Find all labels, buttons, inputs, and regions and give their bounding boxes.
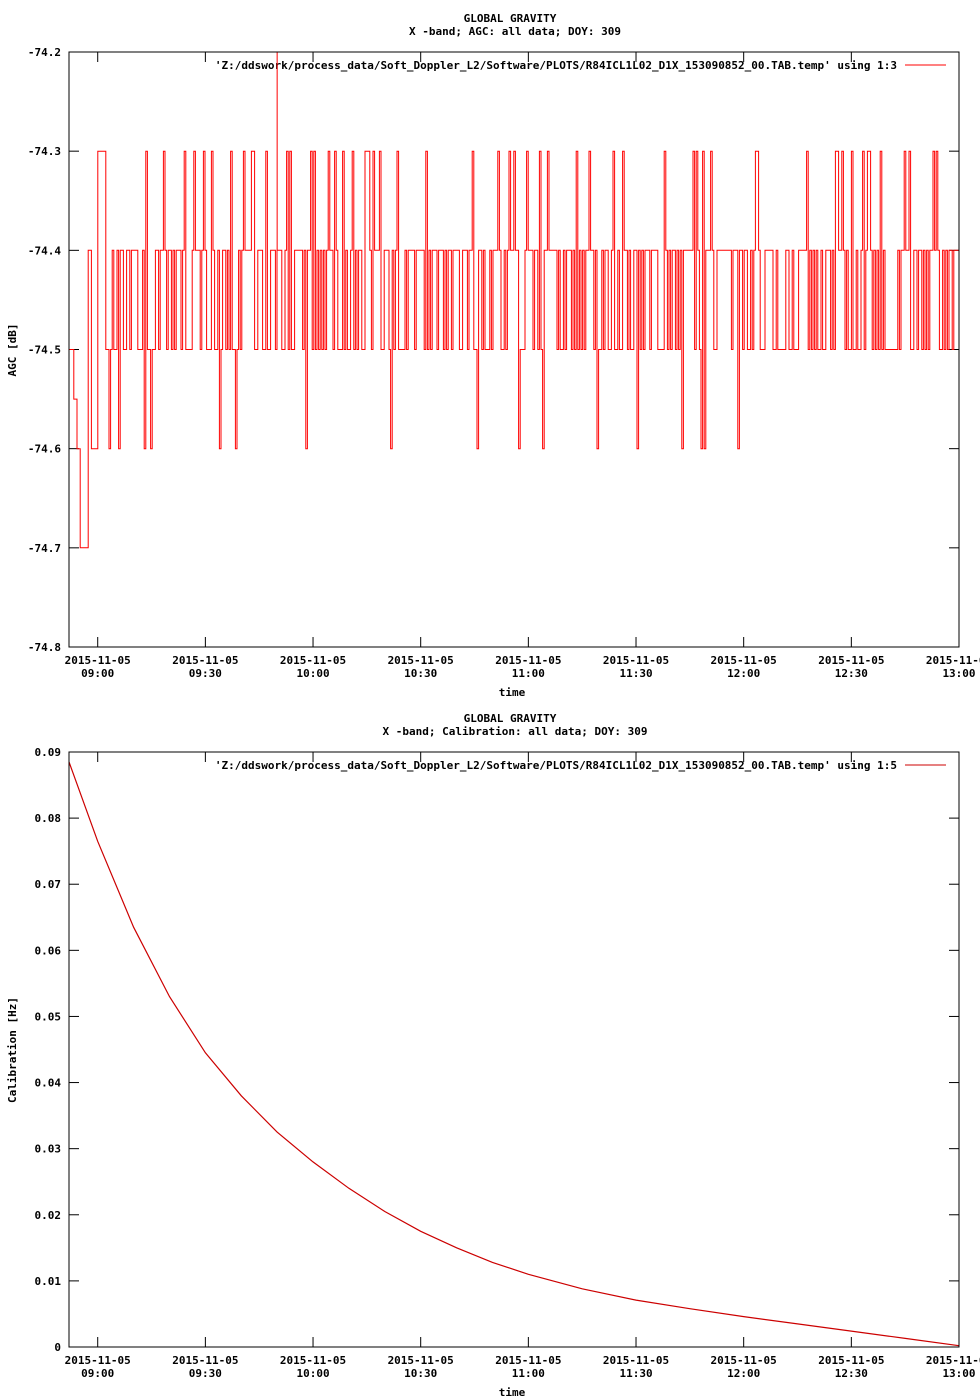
agc-x-axis-label: time bbox=[499, 686, 526, 699]
calibration-x-tick-time: 10:00 bbox=[296, 1367, 329, 1380]
agc-y-tick-label: -74.5 bbox=[28, 344, 61, 357]
calibration-x-tick-time: 10:30 bbox=[404, 1367, 437, 1380]
calibration-x-axis-label: time bbox=[499, 1386, 526, 1399]
calibration-x-tick-date: 2015-11-05 bbox=[603, 1354, 669, 1367]
agc-x-tick-time: 09:30 bbox=[189, 667, 222, 680]
agc-chart-title: GLOBAL GRAVITY bbox=[464, 12, 557, 25]
calibration-x-tick-date: 2015-11-05 bbox=[711, 1354, 777, 1367]
agc-y-tick-label: -74.4 bbox=[28, 244, 61, 257]
agc-x-tick-time: 10:00 bbox=[296, 667, 329, 680]
calibration-x-tick-time: 13:00 bbox=[942, 1367, 975, 1380]
agc-series-path bbox=[69, 150, 959, 549]
calibration-y-tick-label: 0.04 bbox=[35, 1077, 62, 1090]
agc-x-tick-time: 09:00 bbox=[81, 667, 114, 680]
calibration-x-tick-date: 2015-11-05 bbox=[172, 1354, 238, 1367]
agc-ticks: -74.2 -74.3 -74.4 -74.5 -74.6 -74.7 -74.8 2015-… bbox=[28, 46, 980, 680]
calibration-x-tick-date: 2015-11-05 bbox=[926, 1354, 980, 1367]
calibration-legend-label: 'Z:/ddswork/process_data/Soft_Doppler_L2… bbox=[215, 759, 897, 772]
calibration-chart-title: GLOBAL GRAVITY bbox=[464, 712, 557, 725]
calibration-x-tick-date: 2015-11-05 bbox=[388, 1354, 454, 1367]
calibration-x-tick-date: 2015-11-05 bbox=[495, 1354, 561, 1367]
calibration-y-tick-label: 0.07 bbox=[35, 878, 62, 891]
agc-x-tick-date: 2015-11-05 bbox=[711, 654, 777, 667]
agc-y-tick-label: -74.8 bbox=[28, 641, 61, 654]
agc-x-tick-time: 11:30 bbox=[619, 667, 652, 680]
agc-chart-subtitle: X -band; AGC: all data; DOY: 309 bbox=[409, 25, 621, 38]
calibration-x-tick-time: 12:00 bbox=[727, 1367, 760, 1380]
calibration-y-tick-label: 0.01 bbox=[35, 1275, 62, 1288]
agc-legend-label: 'Z:/ddswork/process_data/Soft_Doppler_L2… bbox=[215, 59, 897, 72]
calibration-x-tick-date: 2015-11-05 bbox=[65, 1354, 131, 1367]
calibration-x-tick-time: 11:30 bbox=[619, 1367, 652, 1380]
calibration-plot: GLOBAL GRAVITY X -band; Calibration: all… bbox=[6, 712, 980, 1399]
agc-x-tick-date: 2015-11-05 bbox=[818, 654, 884, 667]
calibration-x-tick-date: 2015-11-05 bbox=[818, 1354, 884, 1367]
agc-y-axis-label: AGC [dB] bbox=[6, 324, 19, 377]
agc-x-tick-time: 11:00 bbox=[512, 667, 545, 680]
agc-plot-frame bbox=[68, 51, 960, 648]
agc-y-tick-label: -74.3 bbox=[28, 145, 61, 158]
agc-x-tick-time: 12:30 bbox=[835, 667, 868, 680]
agc-x-tick-date: 2015-11-05 bbox=[172, 654, 238, 667]
agc-x-tick-time: 13:00 bbox=[942, 667, 975, 680]
calibration-y-axis-label: Calibration [Hz] bbox=[6, 997, 19, 1103]
calibration-y-tick-label: 0.02 bbox=[35, 1209, 62, 1222]
agc-plot: GLOBAL GRAVITY X -band; AGC: all data; D… bbox=[6, 12, 980, 699]
calibration-x-tick-time: 09:30 bbox=[189, 1367, 222, 1380]
calibration-y-tick-label: 0.09 bbox=[35, 746, 62, 759]
calibration-x-tick-date: 2015-11-05 bbox=[280, 1354, 346, 1367]
agc-y-tick-label: -74.6 bbox=[28, 443, 61, 456]
agc-y-tick-label: -74.7 bbox=[28, 542, 61, 555]
agc-x-tick-date: 2015-11-05 bbox=[280, 654, 346, 667]
calibration-y-tick-label: 0 bbox=[54, 1341, 61, 1354]
agc-x-tick-time: 10:30 bbox=[404, 667, 437, 680]
calibration-y-tick-label: 0.08 bbox=[35, 812, 62, 825]
agc-y-tick-label: -74.2 bbox=[28, 46, 61, 59]
agc-series-line bbox=[69, 52, 959, 549]
calibration-y-tick-label: 0.05 bbox=[35, 1010, 62, 1023]
calibration-x-tick-time: 11:00 bbox=[512, 1367, 545, 1380]
calibration-series-path bbox=[68, 761, 960, 1347]
agc-x-tick-date: 2015-11-05 bbox=[495, 654, 561, 667]
agc-x-tick-date: 2015-11-05 bbox=[388, 654, 454, 667]
calibration-x-tick-time: 09:00 bbox=[81, 1367, 114, 1380]
calibration-plot-frame bbox=[68, 751, 960, 1348]
calibration-ticks: 0 0.01 0.02 0.03 0.04 0.05 0.06 0.07 0.08 0.09 201… bbox=[35, 746, 980, 1380]
calibration-y-tick-label: 0.03 bbox=[35, 1143, 62, 1156]
agc-x-tick-date: 2015-11-05 bbox=[603, 654, 669, 667]
agc-x-tick-date: 2015-11-05 bbox=[926, 654, 980, 667]
agc-x-tick-date: 2015-11-05 bbox=[65, 654, 131, 667]
agc-x-tick-time: 12:00 bbox=[727, 667, 760, 680]
calibration-series-line bbox=[68, 761, 960, 1347]
calibration-chart-subtitle: X -band; Calibration: all data; DOY: 309 bbox=[383, 725, 648, 738]
calibration-x-tick-time: 12:30 bbox=[835, 1367, 868, 1380]
calibration-y-tick-label: 0.06 bbox=[35, 944, 62, 957]
